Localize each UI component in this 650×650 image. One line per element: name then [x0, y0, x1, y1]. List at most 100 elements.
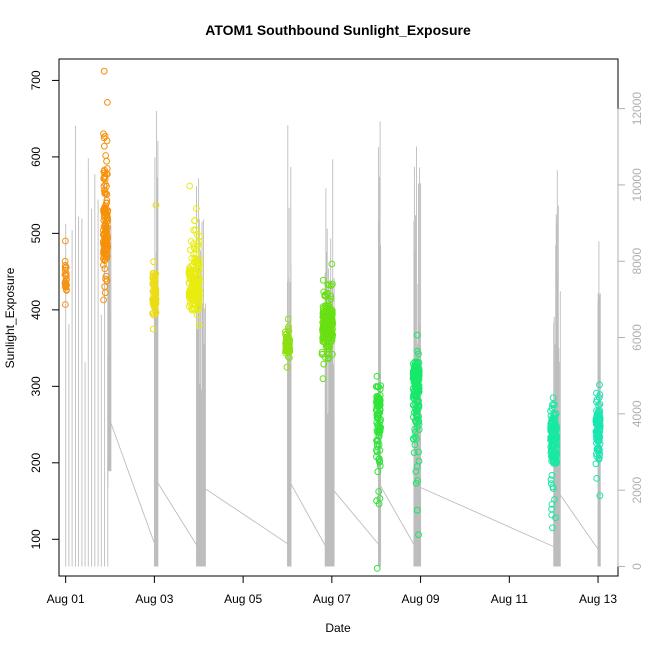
- data-point: [195, 275, 203, 283]
- data-point: [373, 426, 381, 434]
- y-tick-label: 200: [29, 452, 43, 472]
- data-point: [413, 506, 421, 514]
- data-point: [319, 375, 327, 383]
- data-point: [375, 432, 383, 440]
- grey-connector-6: [380, 485, 415, 545]
- data-point: [285, 325, 292, 333]
- data-point: [375, 500, 383, 508]
- data-point: [551, 401, 558, 409]
- data-point: [415, 531, 422, 539]
- data-point: [194, 257, 201, 264]
- y-tick-label: 700: [29, 70, 43, 90]
- data-point: [193, 205, 200, 212]
- data-point: [101, 253, 108, 261]
- data-point: [319, 313, 327, 321]
- x-tick-label: Aug 09: [402, 592, 440, 606]
- data-point: [373, 565, 381, 572]
- data-point: [376, 462, 384, 470]
- data-point: [185, 271, 193, 279]
- data-point: [149, 296, 157, 304]
- data-point: [373, 373, 381, 380]
- data-point: [547, 423, 555, 430]
- data-point: [195, 266, 203, 273]
- data-point: [149, 310, 157, 317]
- y2-tick-label: 12000: [630, 92, 644, 126]
- data-point: [325, 343, 332, 351]
- data-point: [100, 142, 108, 150]
- data-point: [375, 488, 383, 495]
- data-point: [411, 358, 419, 366]
- data-point: [329, 350, 336, 358]
- data-point: [410, 413, 417, 421]
- data-point: [410, 360, 417, 368]
- data-point: [195, 304, 203, 312]
- data-point: [551, 496, 558, 503]
- data-point: [101, 265, 109, 273]
- data-point: [549, 394, 557, 402]
- x-tick-label: Aug 11: [491, 592, 528, 606]
- data-point: [103, 157, 110, 165]
- chart-title: ATOM1 Southbound Sunlight_Exposure: [205, 22, 471, 38]
- data-point: [100, 249, 108, 257]
- data-point: [326, 309, 334, 317]
- data-point: [593, 475, 601, 482]
- data-point: [324, 320, 332, 327]
- data-point: [324, 338, 332, 345]
- data-point: [415, 350, 422, 358]
- data-point: [194, 240, 202, 248]
- data-point: [190, 240, 198, 248]
- data-point: [190, 250, 198, 258]
- data-point: [547, 412, 555, 420]
- data-point: [415, 417, 423, 425]
- data-point: [375, 455, 383, 463]
- data-point: [410, 401, 418, 409]
- points-layer: [61, 67, 604, 572]
- data-point: [102, 275, 109, 283]
- data-point: [104, 207, 112, 215]
- data-point: [596, 407, 604, 414]
- grey-spike-group-0: [65, 125, 109, 567]
- grey-connector-4: [290, 483, 326, 546]
- y-tick-label: 100: [29, 529, 43, 549]
- data-point: [410, 375, 418, 383]
- data-point: [101, 250, 109, 258]
- data-point: [100, 261, 107, 269]
- data-point: [595, 444, 602, 452]
- data-point: [192, 269, 200, 277]
- data-point: [592, 460, 600, 468]
- data-point: [190, 288, 198, 296]
- data-point: [321, 353, 329, 361]
- data-point: [373, 395, 381, 403]
- data-point: [103, 199, 111, 207]
- data-point: [190, 296, 198, 303]
- data-point: [376, 426, 384, 433]
- data-point: [100, 134, 108, 142]
- data-point: [102, 190, 109, 198]
- data-point: [190, 244, 198, 252]
- y2-tick-label: 6000: [630, 324, 644, 351]
- grey-connector-8: [559, 494, 599, 550]
- data-point: [547, 443, 555, 451]
- data-point: [196, 255, 204, 262]
- data-point: [319, 276, 327, 284]
- data-point: [185, 302, 193, 310]
- data-point: [412, 435, 420, 443]
- y-tick-label: 500: [29, 223, 43, 243]
- data-point: [61, 257, 69, 265]
- data-point: [100, 67, 108, 75]
- data-point: [150, 311, 158, 319]
- y-axis-label: Sunlight_Exposure: [3, 267, 17, 368]
- data-point: [547, 476, 555, 484]
- data-point: [595, 455, 603, 463]
- grey-connector-5: [333, 490, 379, 545]
- grey-connector-7: [420, 487, 554, 548]
- data-point: [192, 226, 200, 234]
- data-point: [596, 492, 604, 500]
- data-point: [373, 411, 381, 419]
- data-point: [191, 217, 198, 225]
- grey-connector-2: [157, 482, 197, 546]
- data-point: [195, 278, 203, 286]
- data-point: [325, 355, 333, 363]
- data-point: [549, 401, 556, 409]
